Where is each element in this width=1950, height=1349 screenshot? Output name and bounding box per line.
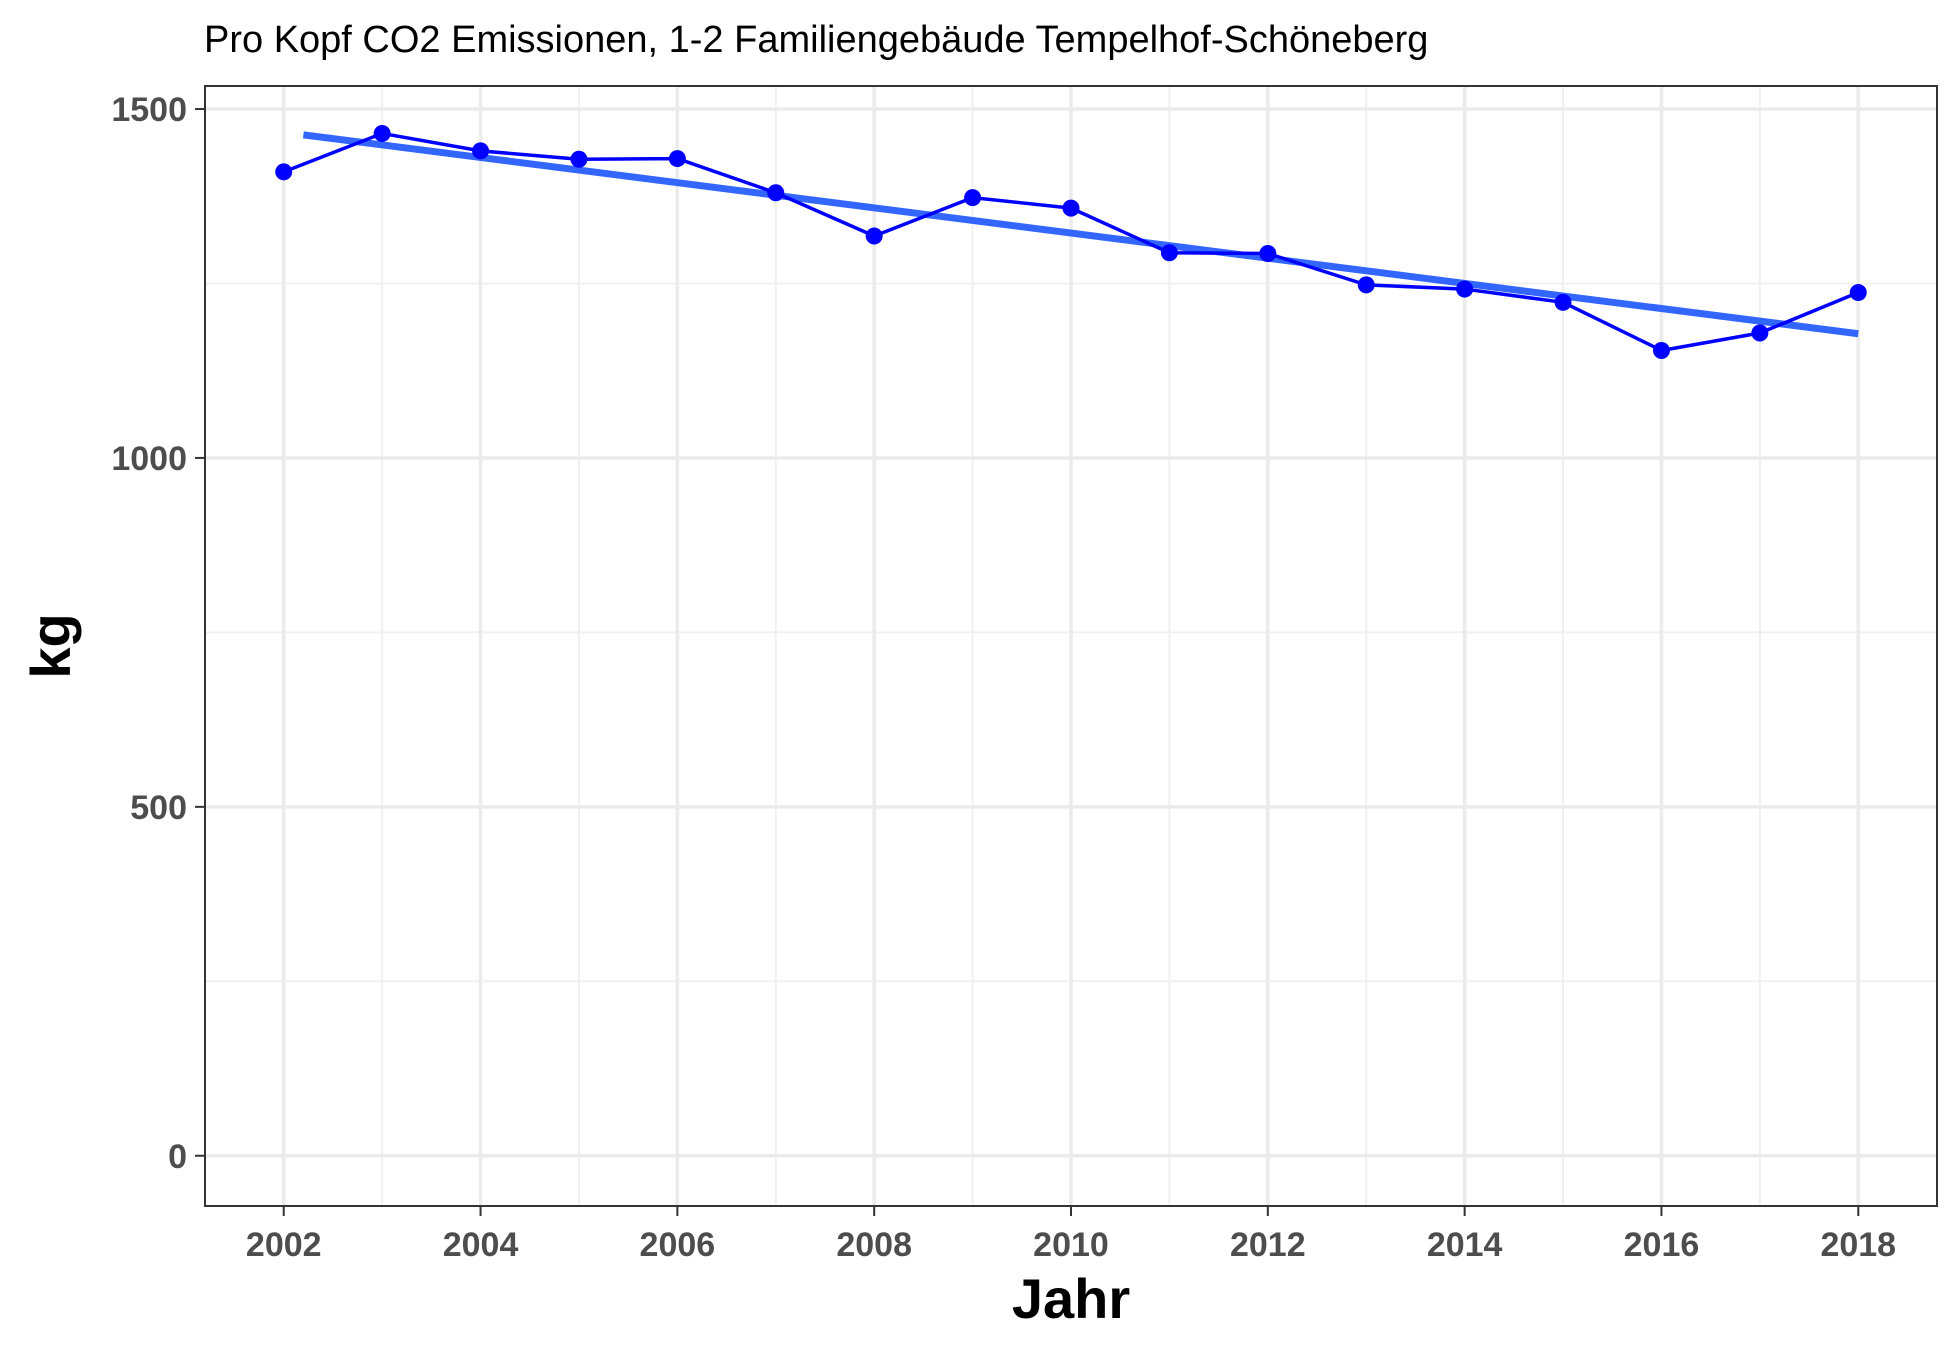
series-layer: [275, 124, 1867, 359]
data-point: [1456, 280, 1474, 298]
x-axis-title: Jahr: [1012, 1267, 1130, 1330]
y-tick-label: 500: [130, 789, 187, 827]
x-tick-label: 2004: [443, 1226, 519, 1264]
data-point: [1357, 276, 1375, 294]
data-point: [964, 189, 982, 207]
data-point: [472, 142, 490, 160]
x-tick-label: 2018: [1820, 1226, 1896, 1264]
x-tick-labels: 2002 2004 2006 2008 2010 2012 2014 2016 2018: [246, 1226, 1896, 1264]
data-point: [373, 124, 391, 142]
data-point: [1849, 284, 1867, 302]
x-tick-label: 2012: [1230, 1226, 1306, 1264]
data-point: [865, 227, 883, 245]
major-gridlines: [205, 86, 1937, 1206]
data-point: [1751, 324, 1769, 342]
axis-ticks: [195, 108, 1860, 1216]
y-tick-labels: 0 500 1000 1500: [111, 91, 187, 1176]
y-axis-title: kg: [19, 613, 82, 678]
chart-title: Pro Kopf CO2 Emissionen, 1-2 Familiengeb…: [204, 19, 1428, 61]
data-point: [570, 150, 588, 168]
x-tick-label: 2014: [1427, 1226, 1503, 1264]
trend-line: [302, 131, 1859, 338]
data-point: [1160, 244, 1178, 262]
data-point: [1652, 341, 1670, 359]
data-point: [668, 150, 686, 168]
y-tick-label: 1500: [111, 91, 187, 129]
x-tick-label: 2010: [1033, 1226, 1109, 1264]
y-tick-label: 0: [168, 1138, 187, 1176]
data-point: [1062, 199, 1080, 217]
x-tick-label: 2002: [246, 1226, 322, 1264]
data-point: [1554, 293, 1572, 311]
trend-layer: [302, 131, 1859, 338]
data-point: [1259, 244, 1277, 262]
y-tick-label: 1000: [111, 440, 187, 478]
x-tick-label: 2016: [1624, 1226, 1700, 1264]
x-tick-label: 2008: [836, 1226, 912, 1264]
data-point: [767, 184, 785, 202]
data-point: [275, 163, 293, 181]
x-tick-label: 2006: [640, 1226, 716, 1264]
